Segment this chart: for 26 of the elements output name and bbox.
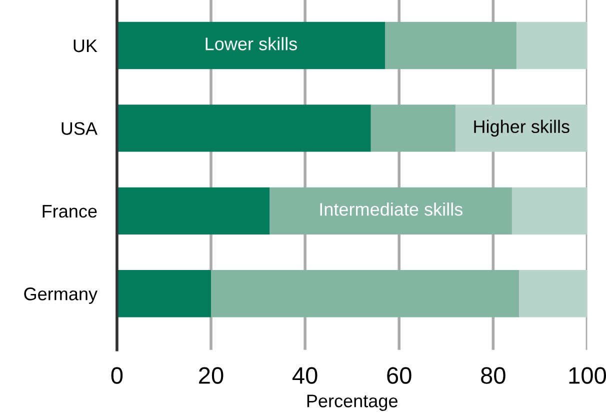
bar: [116, 270, 212, 318]
series-label: Lower skills: [206, 37, 297, 50]
y-tick-label: France: [42, 205, 97, 218]
bar: [116, 104, 371, 152]
bar: [519, 270, 588, 318]
y-tick-label: Germany: [24, 288, 98, 304]
y-tick-label: USA: [62, 122, 98, 135]
bar: [385, 22, 517, 70]
x-tick-label: 40: [292, 367, 318, 384]
bar: [370, 104, 456, 152]
bar: [211, 270, 520, 318]
bar: [116, 22, 386, 70]
bar: [116, 187, 270, 234]
series-label: Intermediate skills: [320, 202, 462, 216]
bar: [516, 22, 588, 70]
y-tick-label: UK: [74, 40, 98, 52]
bar: [512, 187, 588, 234]
x-tick-label: 80: [481, 367, 506, 384]
x-tick-label: 20: [199, 367, 224, 384]
bar: [270, 187, 512, 234]
x-axis-title: Percentage: [307, 394, 398, 411]
x-tick-label: 60: [387, 367, 412, 384]
x-tick-label: 100: [569, 367, 606, 384]
x-tick-label: 0: [111, 367, 123, 384]
bar: [456, 104, 588, 152]
series-label: Higher skills: [474, 120, 570, 137]
